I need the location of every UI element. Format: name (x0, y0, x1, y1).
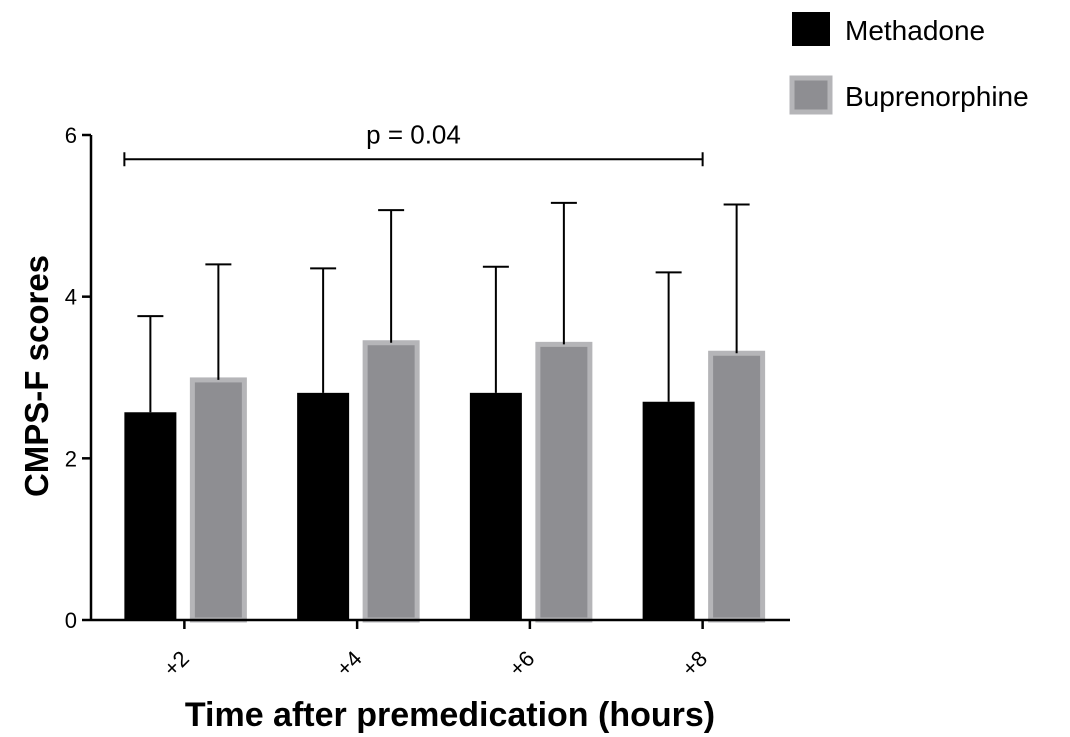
bar-buprenorphine-+2 (189, 377, 247, 623)
legend: Methadone Buprenorphine (789, 12, 1029, 115)
x-tick-label: +8 (677, 646, 712, 681)
bar-methadone-+4 (297, 392, 350, 620)
y-ticks: 0 2 4 6 (65, 123, 91, 633)
legend-swatch-buprenorphine (789, 75, 833, 115)
bar-buprenorphine-+8 (708, 350, 766, 623)
x-ticks: +2 +4 +6 +8 (158, 620, 712, 681)
legend-label-methadone: Methadone (845, 15, 985, 46)
bar-buprenorphine-+6 (535, 341, 593, 623)
p-value-label: p = 0.04 (366, 119, 461, 149)
y-tick-label: 2 (65, 446, 77, 471)
legend-swatch-methadone (792, 12, 830, 46)
x-axis-title: Time after premedication (hours) (185, 696, 715, 734)
bars-group (124, 340, 766, 623)
significance-annotation: p = 0.04 (123, 119, 704, 167)
bar-methadone-+8 (642, 401, 695, 620)
x-tick-label: +4 (331, 646, 366, 681)
y-tick-label: 0 (65, 608, 77, 633)
bar-buprenorphine-+4 (362, 340, 420, 623)
x-tick-label: +2 (158, 646, 193, 681)
y-tick-label: 4 (65, 285, 77, 310)
error-bars-group (137, 201, 750, 413)
legend-label-buprenorphine: Buprenorphine (845, 81, 1029, 112)
y-tick-label: 6 (65, 123, 77, 148)
bar-methadone-+2 (124, 412, 177, 620)
bar-methadone-+6 (469, 392, 522, 620)
y-axis-title: CMPS-F scores (18, 255, 55, 497)
x-tick-label: +6 (504, 646, 539, 681)
